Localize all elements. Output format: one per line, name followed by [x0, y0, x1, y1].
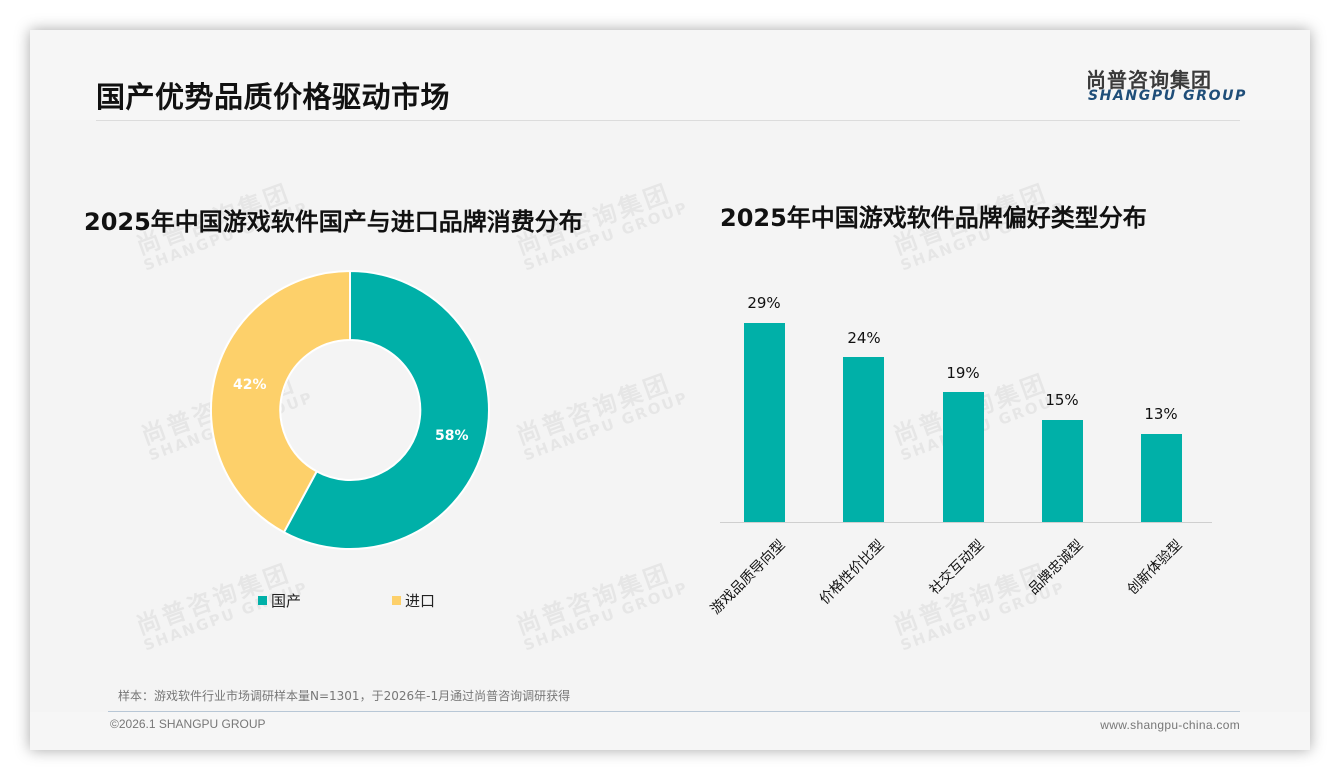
- title-divider: [96, 120, 1240, 121]
- x-axis-label: 游戏品质导向型: [707, 537, 789, 618]
- legend-item-domestic: 国产: [258, 590, 301, 611]
- bar-value-label: 24%: [847, 329, 881, 347]
- donut-label-import: 42%: [233, 377, 267, 393]
- slide: 尚普咨询集团 SHANGPU GROUP 尚普咨询集团 SHANGPU GROUP …: [30, 30, 1310, 750]
- footer-band: [30, 712, 1310, 750]
- legend-label: 国产: [271, 592, 302, 610]
- bar: [843, 357, 884, 522]
- donut-slice-domestic: [282, 269, 490, 550]
- bar: [1141, 434, 1182, 522]
- legend-label: 进口: [405, 592, 436, 610]
- x-axis-label: 品牌忠诚型: [1025, 537, 1087, 598]
- header-band: [30, 30, 1310, 120]
- donut-svg: [210, 269, 490, 550]
- logo-english: SHANGPU GROUP: [1088, 88, 1247, 104]
- legend-item-import: 进口: [392, 590, 435, 611]
- x-axis-label: 创新体验型: [1124, 537, 1186, 598]
- bar-value-label: 29%: [747, 294, 781, 312]
- donut-chart-title: 2025年中国游戏软件国产与进口品牌消费分布: [84, 208, 583, 236]
- bar-chart-title: 2025年中国游戏软件品牌偏好类型分布: [720, 204, 1147, 232]
- website-link[interactable]: www.shangpu-china.com: [1100, 718, 1240, 732]
- bar: [1042, 420, 1083, 522]
- page-title: 国产优势品质价格驱动市场: [96, 80, 451, 114]
- sample-note: 样本：游戏软件行业市场调研样本量N=1301，于2026年-1月通过尚普咨询调研…: [118, 689, 571, 703]
- bar-value-label: 15%: [1045, 391, 1079, 409]
- footer-divider: [108, 711, 1240, 712]
- donut-label-domestic: 58%: [435, 428, 469, 444]
- bar-value-label: 13%: [1144, 405, 1178, 423]
- bar: [943, 392, 984, 522]
- bar-value-label: 19%: [946, 364, 980, 382]
- copyright: ©2026.1 SHANGPU GROUP: [110, 717, 266, 731]
- x-axis-label: 价格性价比型: [816, 537, 888, 608]
- legend-swatch-yellow: [392, 596, 401, 605]
- donut-chart: 58% 42%: [210, 269, 490, 550]
- donut-slice-import: [210, 269, 351, 534]
- bar: [744, 323, 785, 522]
- legend-swatch-teal: [258, 596, 267, 605]
- x-axis-label: 社交互动型: [926, 537, 988, 598]
- logo-chinese: 尚普咨询集团: [1086, 68, 1212, 92]
- x-axis-line: [720, 522, 1212, 523]
